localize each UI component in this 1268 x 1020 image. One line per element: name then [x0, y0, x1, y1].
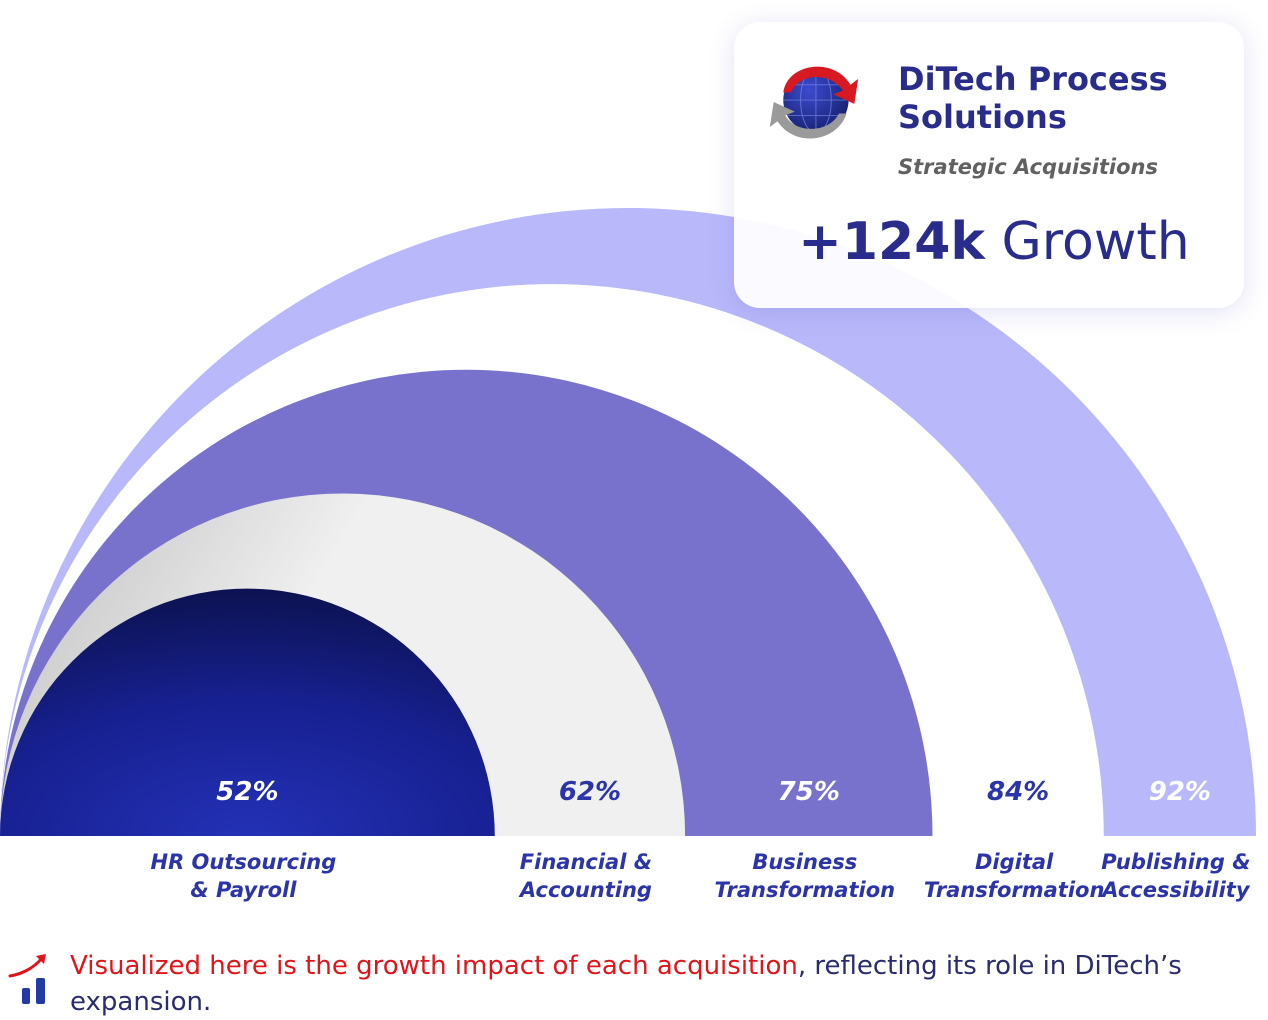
value-label-dt: 84% [986, 777, 1050, 807]
category-label-fin: Financial & Accounting [466, 848, 706, 904]
footer-rest: , reflecting its role in DiTech’s expans… [70, 951, 1182, 1017]
company-card: DiTech Process Solutions Strategic Acqui… [734, 22, 1244, 308]
category-label-line: Digital [974, 850, 1054, 874]
category-label-pub: Publishing & Accessibility [1056, 848, 1268, 904]
value-label-pub: 92% [1148, 777, 1211, 807]
growth-value: +124k [798, 212, 985, 272]
category-label-line: HR Outsourcing [150, 850, 337, 874]
category-label-line: Business [752, 850, 858, 874]
category-label-line: Transformation [923, 878, 1105, 902]
growth-chart-icon [8, 954, 46, 1004]
value-label-fin: 62% [558, 777, 622, 807]
ditech-globe-logo-icon [769, 66, 859, 139]
category-label-hr: HR Outsourcing & Payroll [123, 848, 363, 904]
growth-stat: +124k Growth [784, 212, 1204, 272]
company-title: DiTech Process Solutions [898, 60, 1218, 136]
footer-highlight: Visualized here is the growth impact of … [70, 951, 798, 981]
value-label-hr: 52% [216, 777, 279, 807]
growth-label: Growth [984, 212, 1190, 272]
card-subtitle: Strategic Acquisitions [898, 155, 1159, 179]
category-label-line: Financial & [519, 850, 653, 874]
category-label-line: Publishing & [1101, 850, 1251, 874]
category-label-line: Accessibility [1102, 878, 1250, 902]
category-label-line: Accounting [519, 878, 652, 902]
value-label-bt: 75% [777, 777, 840, 807]
category-label-line: & Payroll [190, 878, 297, 902]
arc-hr [0, 588, 495, 836]
company-title-line1: DiTech Process [898, 60, 1168, 98]
category-label-line: Transformation [714, 878, 896, 902]
company-title-line2: Solutions [898, 98, 1067, 136]
footer-caption: Visualized here is the growth impact of … [70, 948, 1190, 1020]
category-label-bt: Business Transformation [685, 848, 925, 904]
category-label-dt: Digital Transformation [894, 848, 1134, 904]
